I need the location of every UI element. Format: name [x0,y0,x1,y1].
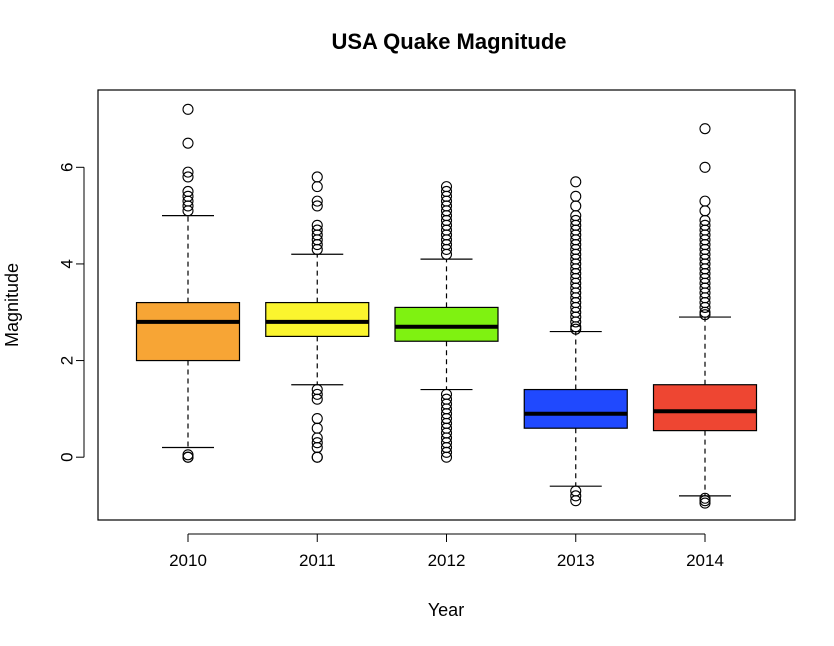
box-2013 [523,176,628,507]
y-tick-label: 2 [57,356,76,365]
outlier-point [311,393,323,405]
box-iqr [652,384,758,432]
outlier-point [570,321,582,333]
outlier-point [699,195,711,207]
outlier-point [311,181,323,193]
y-tick-label: 0 [57,452,76,461]
outlier-point [440,243,453,255]
y-axis: 0 2 4 6 [57,163,85,462]
box-iqr [523,388,628,429]
y-axis-label: Magnitude [2,263,22,347]
plot-frame [97,89,796,521]
box-iqr [394,306,499,342]
box-2012 [394,181,499,463]
outlier-point [311,195,323,207]
outlier-point [570,190,582,202]
box-2010 [135,103,241,463]
outlier-point [440,446,453,458]
outlier-point [699,309,711,321]
chart-title: USA Quake Magnitude [331,29,566,54]
outlier-point [570,200,582,212]
outlier-point [311,171,323,183]
outlier-point [311,422,323,434]
x-tick-label: 2010 [169,551,207,570]
outlier-point [182,103,194,115]
box-2011 [265,171,370,463]
outlier-point [699,497,711,509]
outlier-point [311,239,323,251]
outlier-point [699,205,711,217]
box-iqr [135,301,241,362]
outlier-point [182,451,194,463]
outlier-point [570,490,582,502]
y-tick-label: 6 [57,163,76,172]
outlier-point [311,437,323,449]
box-2014 [652,123,758,509]
y-tick-label: 4 [57,259,76,268]
outlier-point [311,388,323,400]
boxes [135,103,758,509]
outlier-point [311,451,323,463]
outlier-point [440,451,453,463]
outlier-point [570,176,582,188]
outlier-point [182,166,194,178]
outlier-point [311,412,323,425]
x-tick-label: 2012 [428,551,466,570]
outlier-point [182,137,194,149]
outlier-point [699,123,711,135]
outlier-point [311,243,323,255]
outlier-point [440,248,453,260]
outlier-point [182,205,194,217]
outlier-point [311,200,323,212]
x-axis-label: Year [428,600,464,620]
outlier-point [182,200,194,212]
x-tick-label: 2014 [686,551,724,570]
outlier-point [570,495,582,507]
outlier-point [699,492,711,504]
outlier-point [182,171,194,183]
x-tick-label: 2013 [557,551,595,570]
outlier-point [699,161,711,173]
box-iqr [265,301,370,338]
outlier-point [182,449,194,461]
outlier-point [699,495,711,507]
x-axis: 2010 2011 2012 2013 2014 [169,533,724,570]
outlier-point [570,323,582,335]
outlier-point [570,316,582,328]
outlier-point [699,301,711,313]
outlier-point [699,306,711,318]
x-tick-label: 2011 [299,551,336,570]
